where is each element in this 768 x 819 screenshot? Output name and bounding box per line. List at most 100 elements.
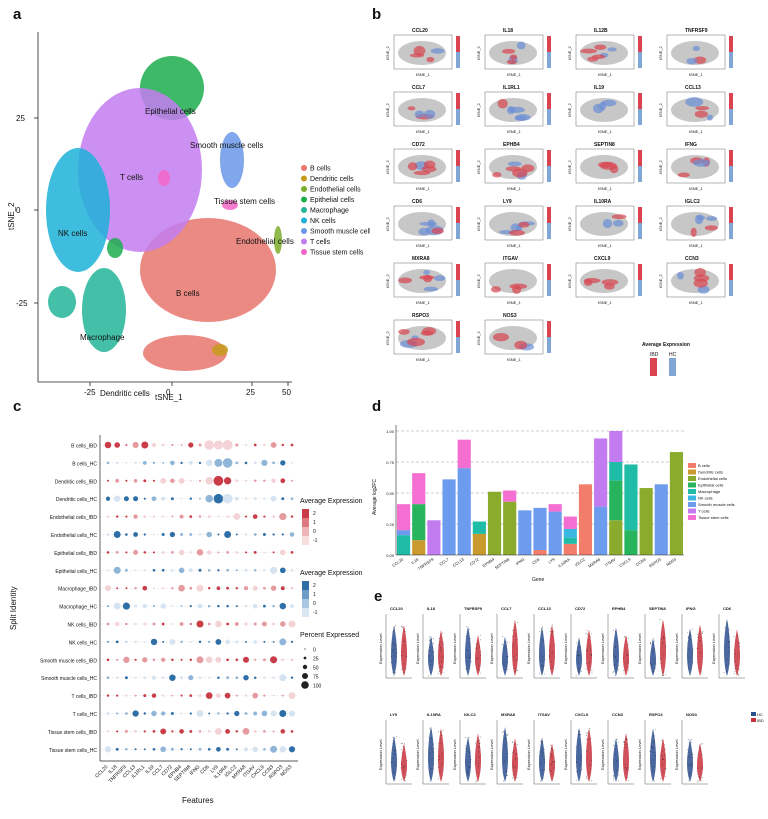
- dot-plot-dot: [205, 476, 214, 485]
- dot-plot-dot: [263, 676, 266, 679]
- dot-plot-dot: [188, 675, 194, 681]
- dot-plot-dot: [143, 622, 147, 626]
- dot-plot-row-label: Endothelial cells_IBD: [50, 515, 98, 521]
- dot-plot-dot: [272, 461, 275, 465]
- cluster-blob-tissue-stem-cells: [222, 200, 238, 210]
- feature-plot-il18: IL18 tSNE_1 tSNE_2: [476, 28, 551, 77]
- dot-plot-dot: [134, 748, 137, 751]
- color-bar-ibd: [456, 36, 460, 52]
- dot-plot-dot: [242, 728, 250, 735]
- dot-plot-dot: [189, 551, 192, 554]
- violin-plot-ccl20: CCL20 Expression Level: [378, 606, 412, 679]
- feature-plot-ephb4: EPHB4 tSNE_1 tSNE_2: [476, 142, 551, 191]
- feature-plot-y-label: tSNE_2: [658, 216, 663, 231]
- dot-plot-dot: [270, 710, 277, 717]
- bar-chart-y-tick: 0.50: [386, 491, 395, 496]
- dot-plot-x-label: Features: [182, 796, 214, 805]
- dot-legend-pct-circle: [303, 656, 307, 660]
- dot-plot-dot: [116, 730, 119, 733]
- dot-legend-hc-swatch: [302, 599, 309, 608]
- dot-plot-dot: [189, 658, 193, 662]
- dot-plot-dot: [161, 657, 166, 662]
- dot-plot-dot: [104, 441, 112, 449]
- dot-plot-dot: [178, 567, 185, 574]
- dot-plot-dot: [125, 623, 128, 625]
- bar-segment: [472, 521, 486, 534]
- dot-plot-dot: [198, 533, 202, 536]
- dot-plot-row-label: Tissue stem cells_IBD: [48, 730, 98, 736]
- feature-plot-x-label: tSNE_1: [598, 186, 613, 191]
- cluster-blob-macrophage: [48, 286, 76, 318]
- dot-plot-dot: [291, 461, 293, 464]
- dot-plot-dot: [161, 533, 165, 536]
- dot-plot-dot: [272, 551, 275, 554]
- feature-plot-il19: IL19 tSNE_1 tSNE_2: [567, 85, 642, 134]
- dot-plot-dot: [217, 604, 220, 608]
- feature-plot-x-label: tSNE_1: [689, 186, 704, 191]
- dot-plot-dot: [243, 674, 249, 681]
- dot-plot-dot: [198, 461, 202, 465]
- violin-title: MXRA8: [501, 712, 516, 717]
- bar-segment: [503, 501, 517, 555]
- violin-y-label: Expression Level: [526, 739, 531, 770]
- color-bar-hc: [456, 337, 460, 353]
- feature-plot-y-label: tSNE_2: [385, 273, 390, 288]
- dot-plot-dot: [142, 603, 148, 609]
- dot-plot-dot: [134, 694, 137, 697]
- dot-plot-dot: [235, 730, 239, 733]
- bar-segment: [669, 452, 683, 555]
- dot-plot-dot: [226, 747, 230, 751]
- bar-segment: [457, 439, 471, 469]
- bar-chart-y-tick: 0.00: [386, 553, 395, 558]
- feature-plot-x-label: tSNE_1: [689, 300, 704, 305]
- dot-plot-dot: [162, 640, 165, 643]
- dot-plot-legend: Average Expression 2 1 0 -1 Average Expressio…: [300, 498, 363, 690]
- dot-plot-dot: [253, 550, 257, 554]
- dot-plot-dot: [226, 515, 229, 518]
- dot-plot-dot: [179, 729, 184, 734]
- violin-legend-ibd-swatch: [751, 718, 756, 722]
- dot-plot-dot: [152, 747, 156, 751]
- bar-segment: [442, 479, 456, 555]
- violin-y-label: Expression Level: [452, 739, 457, 770]
- dot-plot-dot: [226, 622, 229, 626]
- dot-plot-dot: [235, 640, 239, 644]
- dot-plot-dot: [207, 569, 211, 572]
- dot-plot-dot: [169, 639, 176, 645]
- dot-plot-dot: [280, 586, 285, 591]
- cluster-label: T cells: [120, 173, 143, 182]
- dot-plot-dot: [261, 710, 268, 717]
- feature-plot-cxcl9: CXCL9 tSNE_1 tSNE_2: [567, 256, 642, 305]
- panel-e-violin-plots: CCL20 Expression Level IL18 Expression Leve…: [378, 606, 764, 785]
- dot-plot-dot: [252, 603, 258, 609]
- feature-plot-x-label: tSNE_1: [598, 129, 613, 134]
- bar-segment: [487, 491, 502, 555]
- bar-chart-x-tick: IL18: [410, 556, 420, 565]
- violin-legend-hc-swatch: [751, 712, 756, 716]
- color-bar-ibd: [456, 93, 460, 109]
- dot-plot-dot: [133, 549, 139, 555]
- color-bar-ibd: [547, 93, 551, 109]
- dot-plot-dot: [263, 586, 266, 590]
- dot-plot-dot: [215, 620, 222, 628]
- violin-title: ITGAV: [538, 712, 550, 717]
- dot-plot-dot: [189, 640, 192, 644]
- feature-plot-title: IGLC2: [685, 199, 700, 205]
- dot-plot-dot: [198, 694, 202, 697]
- dot-plot-dot: [263, 640, 266, 643]
- dot-legend-pct-value: 100: [313, 684, 322, 690]
- violin-title: IFNG: [686, 606, 696, 611]
- dot-plot-dot: [206, 550, 212, 555]
- color-bar-ibd: [547, 264, 551, 280]
- panel-letter-e: e: [374, 588, 383, 605]
- dot-plot-dot: [235, 443, 239, 447]
- dot-plot-dot: [125, 640, 128, 643]
- feature-plot-x-label: tSNE_1: [507, 186, 522, 191]
- color-bar-hc: [638, 223, 642, 239]
- violin-y-label: Expression Level: [674, 739, 679, 770]
- dot-plot-dot: [188, 568, 193, 573]
- dot-plot-dot: [244, 622, 248, 626]
- feature-plot-title: IL1RL1: [503, 85, 520, 91]
- dot-plot-dot: [196, 710, 204, 717]
